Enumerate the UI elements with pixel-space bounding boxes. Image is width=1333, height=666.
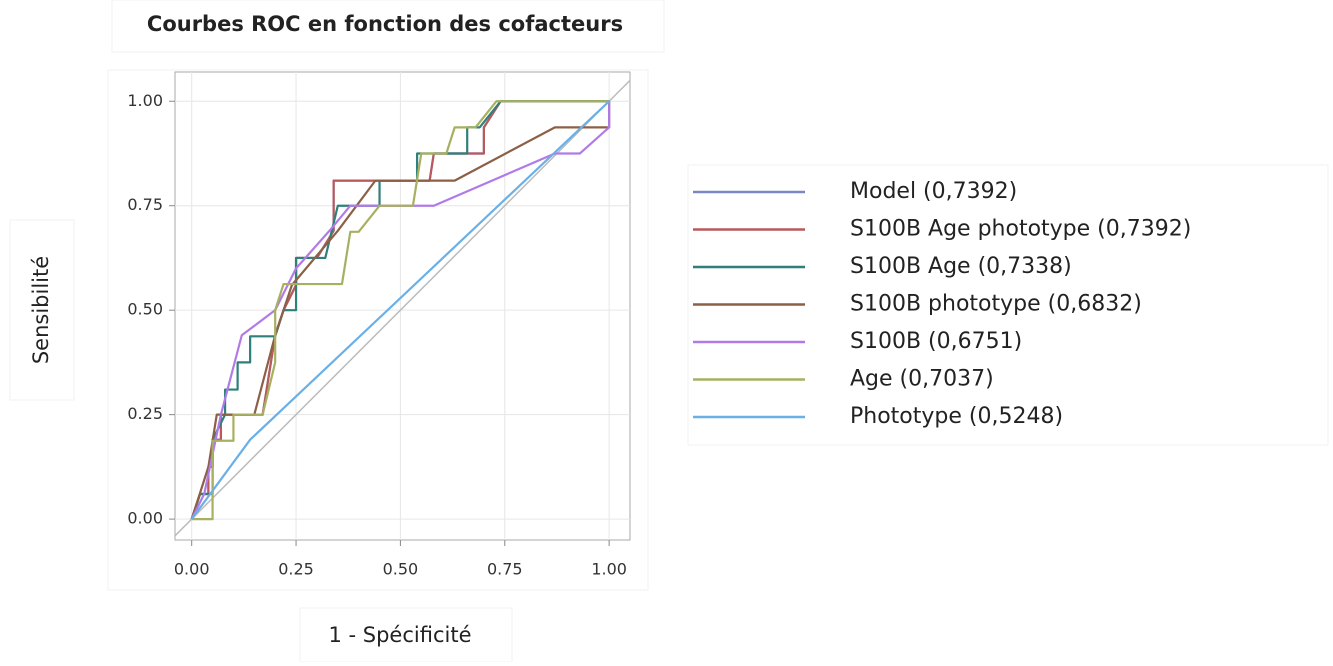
roc-line bbox=[190, 100, 610, 520]
roc-line bbox=[191, 100, 610, 521]
lines bbox=[190, 100, 611, 521]
plot-frame bbox=[174, 71, 631, 541]
chart-title: Courbes ROC en fonction des cofacteurs bbox=[147, 12, 623, 36]
legend-label: Age (0,7037) bbox=[850, 367, 994, 392]
x-tick-label: 0.25 bbox=[278, 560, 314, 579]
legend-label: Phototype (0,5248) bbox=[850, 404, 1063, 429]
x-tick-label: 0.50 bbox=[383, 560, 419, 579]
y-tick-label: 0.50 bbox=[127, 300, 163, 319]
legend-label: S100B (0,6751) bbox=[850, 329, 1022, 354]
x-tick-label: 0.75 bbox=[487, 560, 523, 579]
y-tick-label: 1.00 bbox=[127, 91, 163, 110]
y-axis-label: Sensibilité bbox=[29, 256, 53, 364]
legend-label: Model (0,7392) bbox=[850, 179, 1017, 204]
title-box bbox=[111, 0, 665, 53]
ylabel-box bbox=[9, 219, 75, 401]
legend: Model (0,7392) S100B Age phototype (0,739… bbox=[693, 179, 1191, 429]
legend-label: S100B phototype (0,6832) bbox=[850, 292, 1142, 317]
roc-line bbox=[190, 101, 611, 520]
legend-label: S100B Age phototype (0,7392) bbox=[850, 217, 1191, 242]
roc-line bbox=[190, 101, 611, 520]
legend-label: S100B Age (0,7338) bbox=[850, 254, 1072, 279]
x-axis-label: 1 - Spécificité bbox=[328, 623, 471, 647]
y-tick-label: 0.00 bbox=[127, 509, 163, 528]
xlabel-box bbox=[299, 607, 513, 663]
x-tick-label: 1.00 bbox=[591, 560, 627, 579]
x-tick-label: 0.00 bbox=[174, 560, 210, 579]
grid: 0.00 0.25 0.50 0.75 1.00 0.00 0.25 0.50 0.75 1.00 bbox=[127, 72, 631, 579]
y-tick-label: 0.75 bbox=[127, 195, 163, 214]
y-tick-label: 0.25 bbox=[127, 404, 163, 423]
diagonal bbox=[174, 79, 631, 537]
